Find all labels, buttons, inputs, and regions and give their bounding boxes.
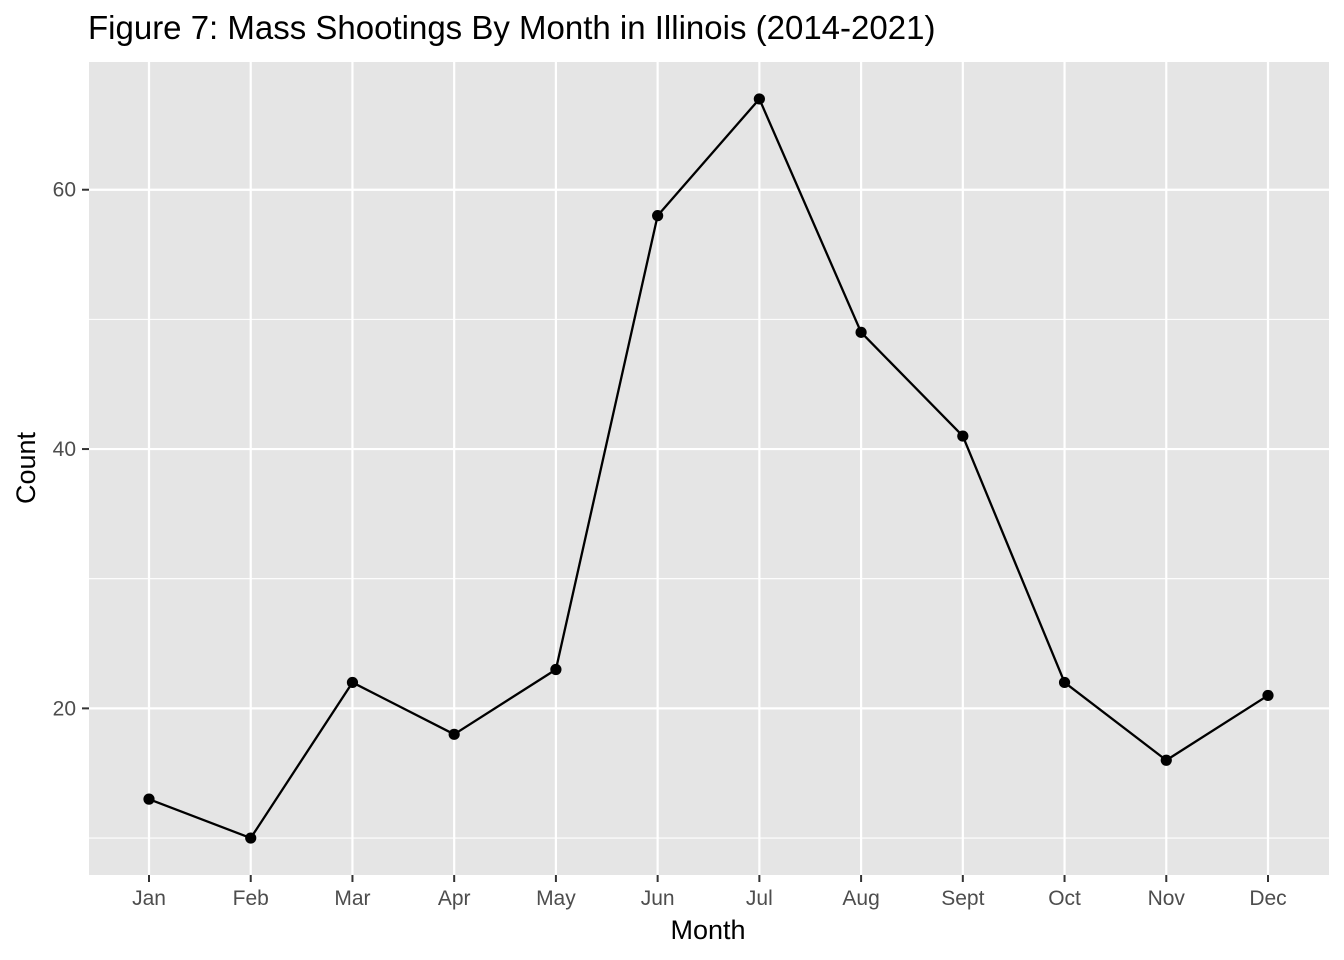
data-point xyxy=(1161,755,1172,766)
data-point xyxy=(1059,677,1070,688)
plot-panel xyxy=(89,62,1329,875)
data-point xyxy=(143,794,154,805)
data-point xyxy=(347,677,358,688)
chart-title: Figure 7: Mass Shootings By Month in Ill… xyxy=(88,9,935,46)
x-tick-label: Dec xyxy=(1249,887,1286,910)
x-tick-label: Oct xyxy=(1048,887,1081,910)
x-tick-label: Sept xyxy=(941,887,984,910)
y-tick-label: 60 xyxy=(53,179,76,202)
data-point xyxy=(957,430,968,441)
x-tick-label: Mar xyxy=(334,887,370,910)
data-point xyxy=(245,832,256,843)
x-tick-label: May xyxy=(536,887,576,910)
x-axis: Jan Feb Mar Apr May Jun Jul Aug Sept Oct Nov Dec xyxy=(132,875,1287,910)
data-point xyxy=(855,327,866,338)
y-axis-title: Count xyxy=(11,431,41,504)
y-axis: 20 40 60 xyxy=(53,179,89,721)
data-point xyxy=(550,664,561,675)
x-tick-label: Jan xyxy=(132,887,166,910)
x-axis-title: Month xyxy=(670,915,745,945)
x-tick-label: Jul xyxy=(746,887,773,910)
x-tick-label: Apr xyxy=(438,887,471,910)
data-point xyxy=(754,93,765,104)
x-tick-label: Feb xyxy=(233,887,269,910)
data-point xyxy=(652,210,663,221)
y-tick-label: 40 xyxy=(53,438,76,461)
y-tick-label: 20 xyxy=(53,697,76,720)
x-tick-label: Nov xyxy=(1148,887,1186,910)
data-point xyxy=(1262,690,1273,701)
x-tick-label: Aug xyxy=(842,887,879,910)
x-tick-label: Jun xyxy=(641,887,675,910)
data-point xyxy=(449,729,460,740)
